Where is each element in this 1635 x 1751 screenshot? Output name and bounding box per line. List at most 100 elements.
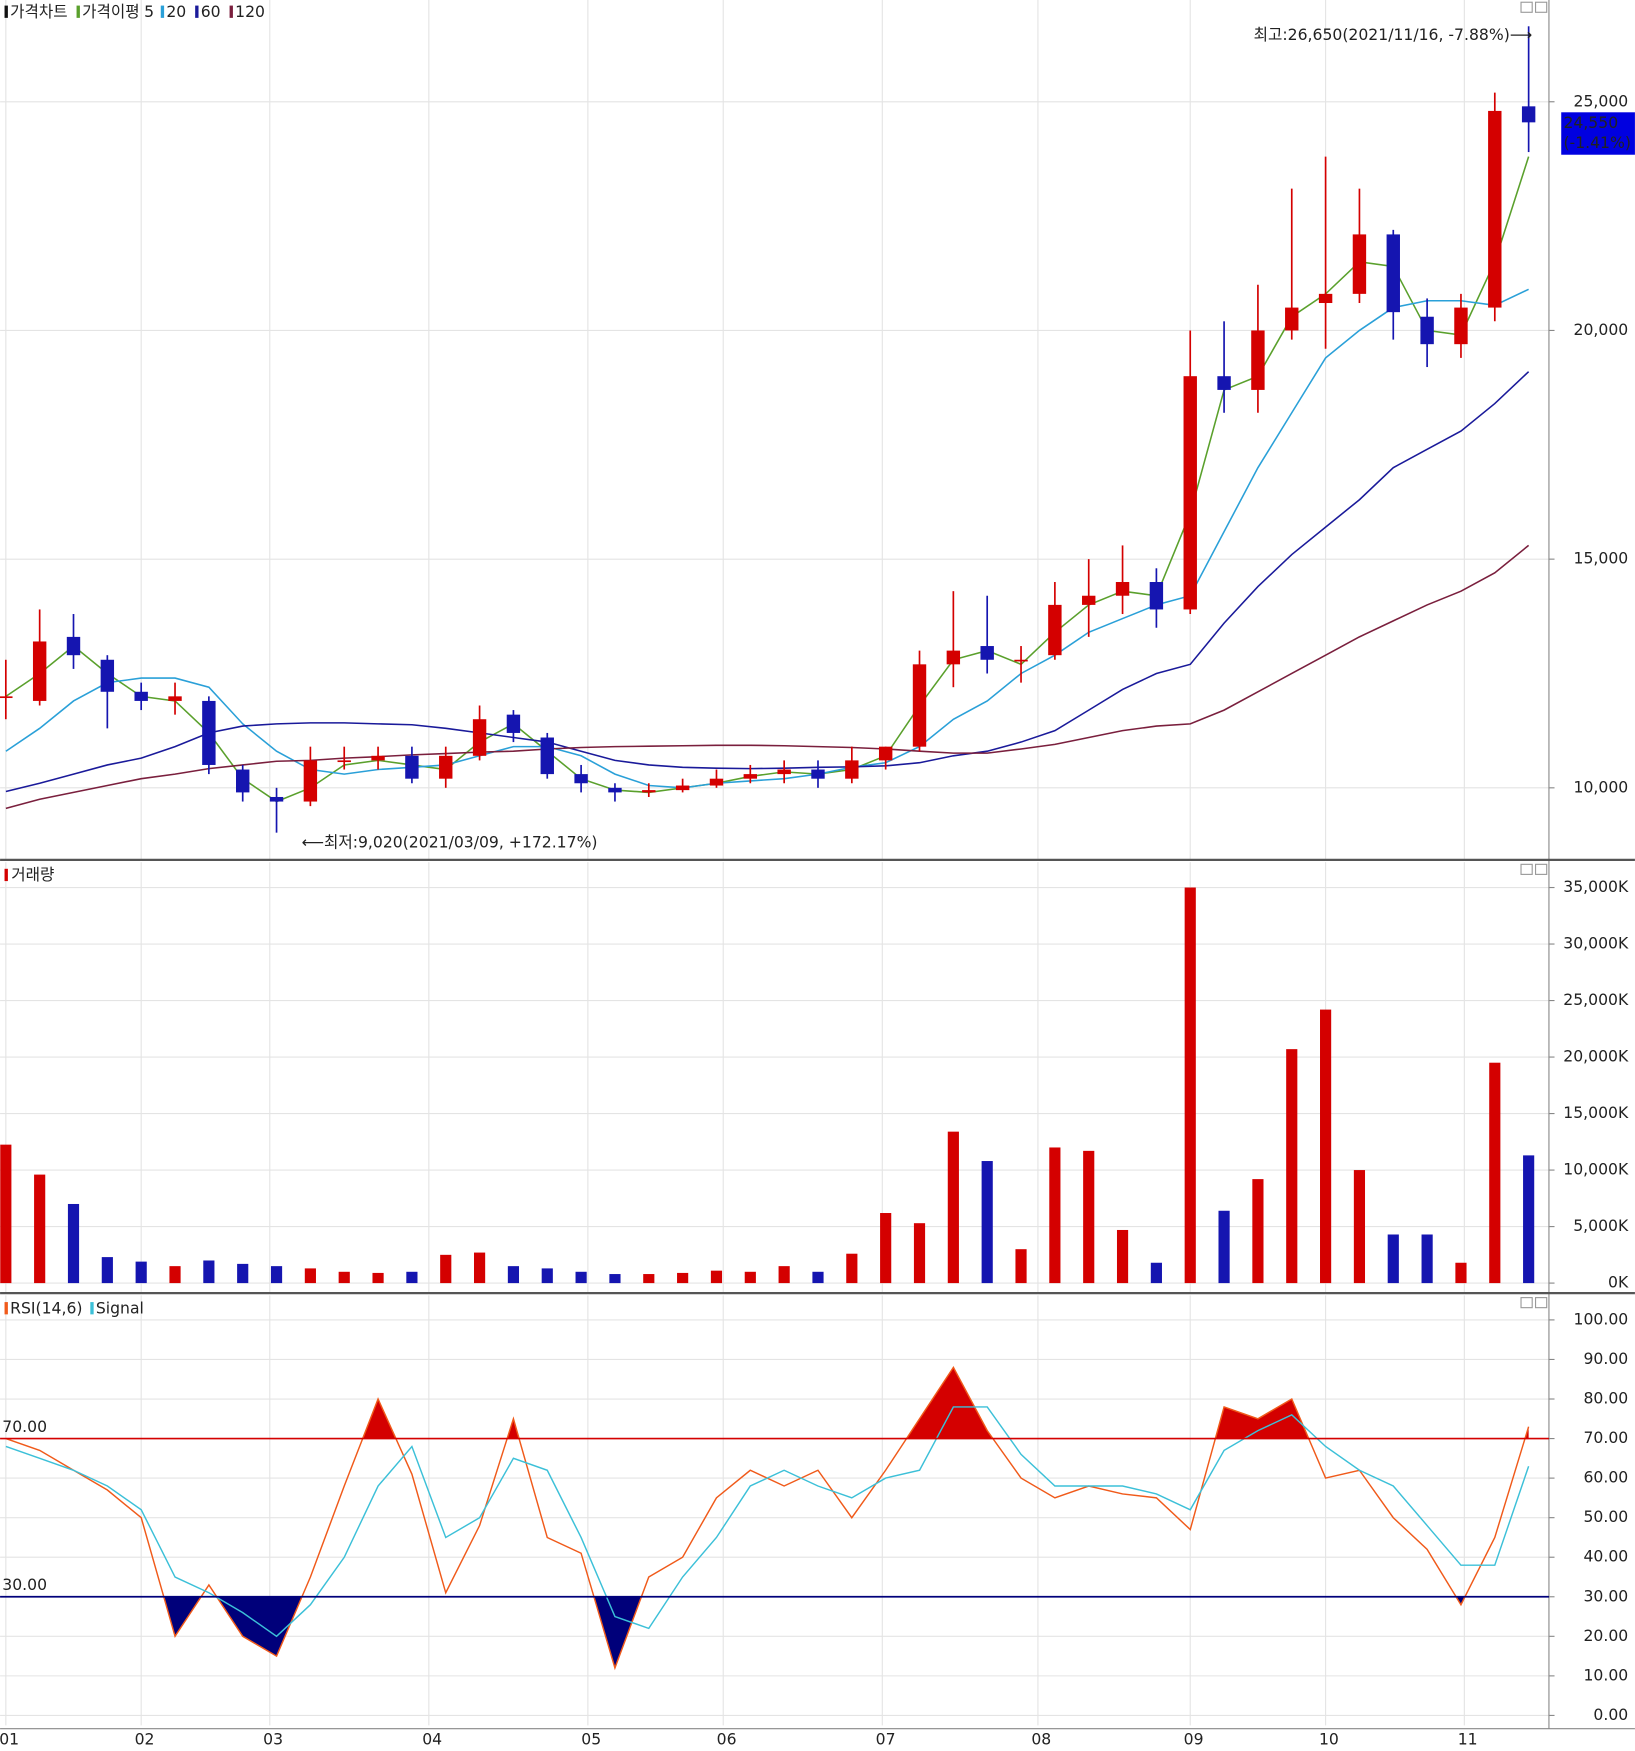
candle-body [337,760,351,763]
volume-bar [203,1260,215,1284]
y-tick-label: 30.00 [1583,1586,1628,1605]
volume-bar [1286,1049,1298,1284]
y-tick-label: 60.00 [1583,1468,1628,1487]
volume-bar [1387,1234,1399,1284]
legend-swatch [90,1302,94,1315]
candle-body [1048,604,1062,656]
candle-body [32,641,47,701]
window-button[interactable] [1520,1,1533,13]
y-tick-label: 15,000K [1563,1103,1629,1122]
candle-body [845,760,859,779]
volume-bar [880,1213,892,1284]
reference-label: 30.00 [2,1575,47,1594]
x-tick-label: 01 [0,1729,19,1748]
volume-bar [575,1271,587,1284]
y-tick-label: 30,000K [1563,934,1629,953]
volume-bar [440,1254,452,1284]
moving-average [5,288,1529,789]
candle-body [675,785,690,791]
y-tick-label: 40.00 [1583,1547,1628,1566]
window-button[interactable] [1534,1297,1548,1309]
candle-body [1149,582,1164,610]
window-button[interactable] [1520,1297,1533,1309]
volume-bar [1489,1062,1501,1284]
volume-bar [981,1161,993,1284]
candle-body [100,659,115,692]
volume-bar [34,1174,46,1284]
volume-bar [474,1252,486,1284]
volume-bar [609,1274,621,1284]
x-tick-label: 10 [1319,1729,1339,1748]
y-tick-label: 80.00 [1583,1389,1628,1408]
volume-bar [778,1266,790,1284]
volume-bar [1184,887,1196,1284]
x-tick-label: 05 [581,1729,601,1748]
marks [0,26,1536,1671]
last-price-box [1561,112,1635,155]
x-tick-label: 04 [422,1729,442,1748]
volume-bar [710,1270,723,1284]
x-tick-label: 11 [1458,1729,1478,1748]
volume-bar [1421,1234,1433,1284]
volume-bar [406,1271,418,1284]
y-tick-label: 50.00 [1583,1507,1628,1526]
y-tick-label: 10.00 [1583,1665,1628,1684]
rsi-zone-fill [5,1367,1529,1439]
volume-bar [643,1274,655,1284]
y-tick-label: 35,000K [1563,877,1629,896]
x-tick-label: 03 [263,1729,283,1748]
candle-body [236,769,250,793]
candle-body [1082,595,1096,605]
legend-entry: 20 [166,2,186,21]
candle-body [269,796,284,802]
volume-bar [372,1272,384,1284]
volume-bar [338,1271,350,1284]
candle-body [0,696,13,699]
candle-body [1251,330,1265,390]
volume-bar [947,1131,959,1284]
candle-body [1488,110,1502,308]
volume-bar [1116,1229,1129,1284]
candle-body [472,719,487,756]
y-tick-label: 90.00 [1583,1349,1628,1368]
candle-body [743,774,758,779]
chart-title: 가격차트 [10,2,67,21]
candle-body [303,760,318,802]
y-tick-label: 10,000K [1563,1160,1629,1179]
volume-bar [169,1266,181,1284]
candle-body [912,664,927,747]
moving-average [5,371,1530,793]
window-button[interactable] [1534,863,1548,875]
x-tick-label: 06 [717,1729,737,1748]
candle-body [980,646,994,660]
volume-bar [0,1144,12,1284]
y-tick-label: 70.00 [1583,1428,1628,1447]
window-button[interactable] [1520,863,1533,875]
candle-body [134,691,148,701]
reference-label: 70.00 [2,1417,47,1436]
candle-body [1386,234,1400,313]
volume-bar [304,1268,316,1284]
candle-body [946,650,961,665]
volume-bar [1049,1147,1061,1284]
last-price: 24,550 [1563,113,1618,132]
y-tick-label: 25,000 [1574,91,1629,110]
window-button[interactable] [1534,1,1548,13]
candle-body [371,755,385,761]
volume-bar [135,1261,147,1284]
candle-body [608,787,622,793]
volume-bar [1218,1210,1230,1284]
moving-average [5,544,1530,810]
volume-bar [101,1257,113,1284]
indicator-line [5,1406,1530,1638]
candle-body [202,700,216,765]
legend-swatch [76,5,80,18]
candle-body [66,636,81,656]
candle-body [1352,234,1367,294]
volume-bar [67,1203,80,1284]
volume-bar [846,1253,858,1284]
volume-bar [677,1272,689,1284]
volume-bar [1455,1262,1467,1284]
candle-body [1183,376,1197,610]
